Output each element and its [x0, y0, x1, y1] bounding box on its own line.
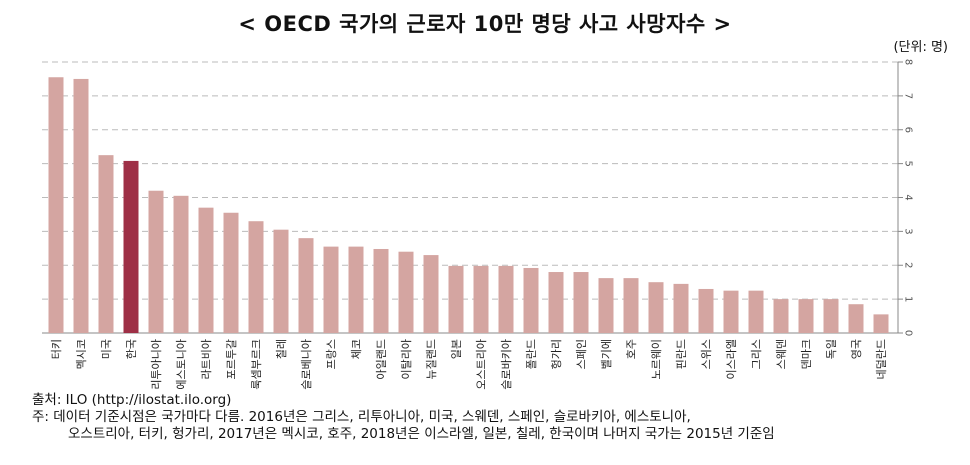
x-tick-label: 슬로베니아: [300, 339, 313, 390]
x-tick-label: 포르투갈: [224, 339, 238, 379]
x-tick-label: 그리스: [750, 339, 763, 369]
bar: [773, 299, 789, 333]
bar: [723, 290, 739, 333]
bar: [223, 212, 239, 333]
x-tick-label: 미국: [100, 339, 113, 359]
y-tick-label: 0: [903, 330, 914, 336]
x-tick-label: 스위스: [700, 339, 713, 369]
x-tick-label: 일본: [449, 339, 463, 359]
bar: [673, 283, 689, 333]
bar: [473, 265, 489, 333]
x-tick-label: 헝가리: [550, 339, 563, 369]
unit-label: (단위: 명): [893, 40, 948, 55]
note-text-line-1: 주: 데이터 기준시점은 국가마다 다름. 2016년은 그리스, 리투아니아,…: [32, 409, 691, 425]
x-tick-label: 라트비아: [200, 339, 213, 379]
chart-title: < OECD 국가의 근로자 10만 명당 사고 사망자수 >: [238, 12, 732, 36]
bar: [398, 251, 414, 333]
y-tick-label: 7: [903, 93, 914, 99]
x-tick-label: 노르웨이: [650, 339, 663, 379]
bar: [173, 195, 189, 333]
x-tick-label: 벨기에: [600, 339, 613, 369]
bar: [498, 265, 514, 333]
bar: [873, 314, 889, 333]
bar: [348, 246, 364, 333]
x-tick-label: 덴마크: [800, 339, 813, 369]
x-tick-label: 프랑스: [325, 339, 338, 369]
x-tick-label: 한국: [125, 339, 138, 359]
bar: [123, 160, 139, 333]
y-tick-label: 5: [903, 160, 914, 166]
y-tick-label: 2: [903, 262, 914, 268]
bar: [248, 221, 264, 333]
bar: [273, 229, 289, 333]
x-tick-label: 핀란드: [675, 339, 688, 369]
bar: [523, 267, 539, 333]
bar: [323, 246, 339, 333]
bar: [48, 77, 64, 334]
x-tick-label: 네덜란드: [875, 339, 888, 379]
bar: [748, 290, 764, 333]
bar: [148, 190, 164, 333]
x-tick-label: 멕시코: [75, 339, 88, 369]
bar: [423, 255, 439, 333]
bar: [73, 78, 89, 333]
bar: [573, 272, 589, 333]
y-tick-label: 8: [903, 59, 914, 65]
bar: [448, 265, 464, 333]
x-tick-label: 뉴질랜드: [425, 339, 438, 379]
bar: [198, 207, 214, 333]
x-tick-label: 리투아니아: [150, 339, 163, 390]
bar: [648, 282, 664, 333]
x-tick-label: 체코: [350, 339, 363, 359]
footer: 출처: ILO (http://ilostat.ilo.org) 주: 데이터 …: [32, 392, 775, 443]
bar: [848, 304, 864, 333]
x-tick-label: 스페인: [575, 339, 588, 369]
x-tick-label: 에스토니아: [175, 339, 188, 390]
bar: [548, 272, 564, 333]
bar: [623, 278, 639, 333]
y-tick-label: 3: [903, 228, 914, 234]
bar: [373, 248, 389, 333]
bar: [823, 299, 839, 333]
y-tick-label: 4: [903, 194, 914, 200]
x-tick-label: 독일: [824, 339, 838, 359]
y-tick-label: 1: [903, 296, 914, 302]
x-tick-label: 칠레: [275, 339, 288, 359]
x-tick-label: 영국: [850, 339, 863, 359]
x-tick-label: 호주: [625, 339, 638, 359]
x-tick-label: 오스트리아: [475, 339, 488, 390]
bar: [798, 299, 814, 333]
y-tick-label: 6: [903, 127, 914, 133]
source-text: 출처: ILO (http://ilostat.ilo.org): [32, 392, 232, 408]
x-tick-label: 이탈리아: [400, 339, 413, 379]
bar: [598, 278, 614, 333]
x-tick-label: 아일랜드: [374, 339, 388, 379]
x-tick-label: 이스라엘: [725, 339, 738, 379]
note-text-line-2: 오스트리아, 터키, 헝가리, 2017년은 멕시코, 호주, 2018년은 이…: [68, 426, 775, 442]
x-tick-label: 룩셈부르크: [250, 339, 263, 390]
x-tick-label: 스웨덴: [775, 339, 788, 369]
x-tick-label: 터키: [50, 339, 63, 359]
bar: [98, 155, 114, 333]
x-tick-label: 슬로바키아: [500, 339, 513, 390]
bar: [698, 288, 714, 333]
x-tick-label: 폴란드: [525, 339, 538, 369]
bar: [298, 238, 314, 333]
